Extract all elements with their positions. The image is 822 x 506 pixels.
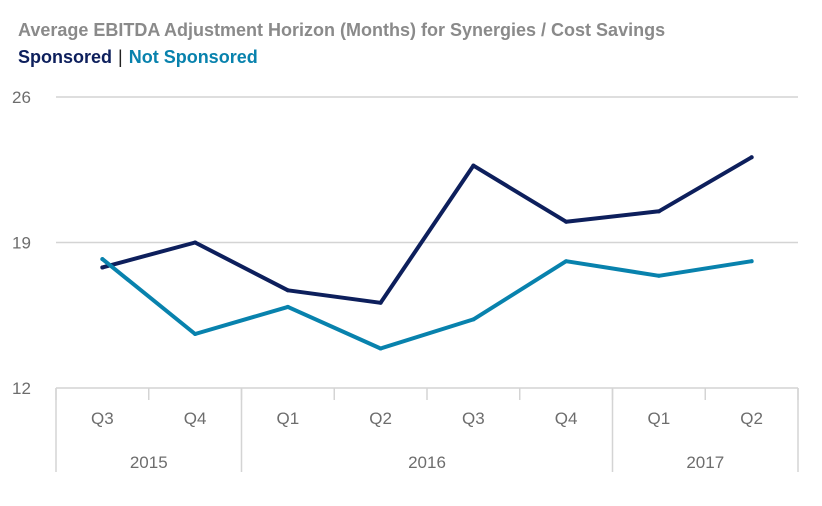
x-tick-label-q2-2017: Q2 <box>740 409 763 428</box>
x-tick-label-q3-2015: Q3 <box>91 409 114 428</box>
legend-separator: | <box>118 47 123 67</box>
data-point-sponsored <box>285 288 290 293</box>
data-point-not-sponsored <box>471 317 476 322</box>
year-label-2015: 2015 <box>130 453 168 472</box>
data-point-sponsored <box>471 163 476 168</box>
legend-item-not-sponsored: Not Sponsored <box>128 47 258 67</box>
x-tick-label-q2-2016: Q2 <box>369 409 392 428</box>
series-line-not-sponsored <box>100 257 754 351</box>
year-label-2017: 2017 <box>686 453 724 472</box>
chart-title: Average EBITDA Adjustment Horizon (Month… <box>18 20 666 40</box>
data-point-sponsored <box>749 155 754 160</box>
data-point-not-sponsored <box>285 304 290 309</box>
data-point-sponsored <box>100 265 105 270</box>
y-tick-label-26: 26 <box>12 88 31 107</box>
x-tick-label-q3-2016: Q3 <box>462 409 485 428</box>
data-point-sponsored <box>378 300 383 305</box>
data-point-not-sponsored <box>564 259 569 264</box>
series-lines <box>100 155 754 351</box>
y-tick-label-12: 12 <box>12 379 31 398</box>
series-line-sponsored <box>100 155 754 305</box>
legend-item-sponsored: Sponsored <box>18 47 113 67</box>
x-tick-label-q1-2017: Q1 <box>648 409 671 428</box>
data-point-sponsored <box>656 209 661 214</box>
x-tick-label-q4-2016: Q4 <box>555 409 578 428</box>
data-point-sponsored <box>193 240 198 245</box>
y-tick-label-19: 19 <box>12 234 31 253</box>
x-axis: Q3 Q4 Q1 Q2 Q3 Q4 Q1 Q2 2015 2016 2017 <box>55 388 799 472</box>
data-point-not-sponsored <box>749 259 754 264</box>
y-axis: 12 19 26 <box>12 88 31 398</box>
gridlines <box>56 96 798 389</box>
data-point-not-sponsored <box>656 273 661 278</box>
data-point-not-sponsored <box>100 257 105 262</box>
x-tick-label-q4-2015: Q4 <box>184 409 207 428</box>
x-tick-label-q1-2016: Q1 <box>277 409 300 428</box>
legend: Sponsored | Not Sponsored <box>18 47 258 68</box>
year-label-2016: 2016 <box>408 453 446 472</box>
data-point-not-sponsored <box>378 346 383 351</box>
data-point-sponsored <box>564 219 569 224</box>
data-point-not-sponsored <box>193 331 198 336</box>
